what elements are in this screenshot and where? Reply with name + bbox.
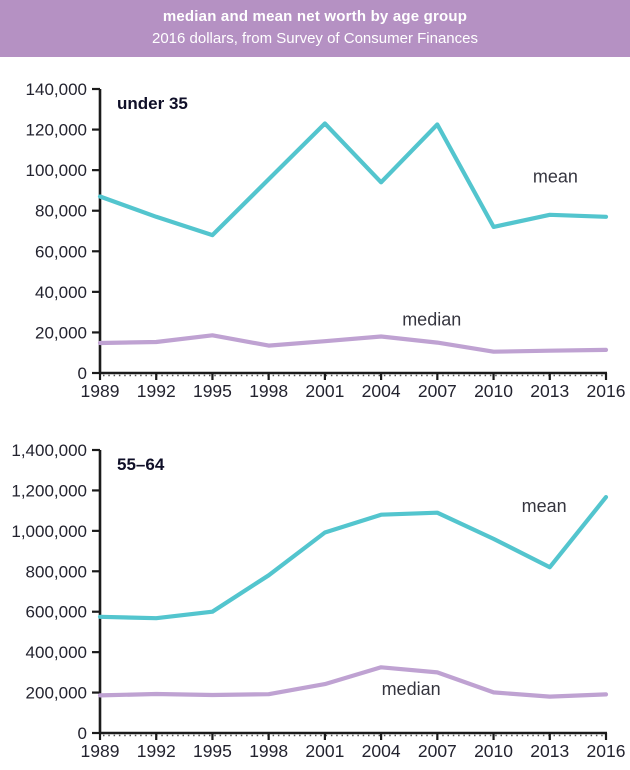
chart-55-64: 0 200,000 400,000 600,000 800,000 1,000,000 1,… [0,400,630,770]
under-35-plot: 0 20,000 40,000 60,000 80,000 100,000 120,000 1… [26,80,626,400]
svg-text:1995: 1995 [193,741,232,761]
svg-text:2001: 2001 [305,741,344,761]
svg-text:1995: 1995 [193,381,232,400]
svg-text:20,000: 20,000 [35,323,87,342]
svg-text:median: median [382,679,441,699]
chart-title: median and mean net worth by age group [162,8,468,25]
chart-under-35: 0 20,000 40,000 60,000 80,000 100,000 120,000 1… [0,57,630,400]
svg-text:1998: 1998 [249,741,288,761]
svg-text:2001: 2001 [305,381,344,400]
svg-text:1,000,000: 1,000,000 [11,522,87,541]
svg-text:2013: 2013 [530,381,569,400]
svg-text:0: 0 [78,724,87,743]
svg-text:2016: 2016 [587,741,626,761]
svg-text:1,400,000: 1,400,000 [11,441,87,460]
svg-text:2010: 2010 [474,381,513,400]
svg-text:0: 0 [78,364,87,383]
svg-text:2010: 2010 [474,741,513,761]
svg-text:mean: mean [522,496,567,516]
svg-text:2004: 2004 [362,741,401,761]
svg-text:2013: 2013 [530,741,569,761]
svg-text:1989: 1989 [81,741,120,761]
svg-text:2004: 2004 [362,381,401,400]
chart-subtitle: 2016 dollars, from Survey of Consumer Fi… [152,30,478,47]
svg-text:600,000: 600,000 [26,603,87,622]
svg-text:80,000: 80,000 [35,202,87,221]
svg-text:1,200,000: 1,200,000 [11,481,87,500]
svg-text:40,000: 40,000 [35,283,87,302]
chart-header: median and mean net worth by age group 2… [0,0,630,57]
svg-text:140,000: 140,000 [26,80,87,99]
svg-text:400,000: 400,000 [26,643,87,662]
svg-text:1992: 1992 [137,381,176,400]
svg-text:under 35: under 35 [117,94,188,113]
svg-text:100,000: 100,000 [26,161,87,180]
svg-text:1989: 1989 [81,381,120,400]
svg-text:1998: 1998 [249,381,288,400]
svg-text:2007: 2007 [418,381,457,400]
svg-text:1992: 1992 [137,741,176,761]
svg-text:60,000: 60,000 [35,242,87,261]
svg-text:800,000: 800,000 [26,562,87,581]
55-64-plot: 0 200,000 400,000 600,000 800,000 1,000,000 1,… [11,441,626,761]
svg-text:120,000: 120,000 [26,121,87,140]
svg-text:median: median [402,309,461,329]
svg-text:2016: 2016 [587,381,626,400]
svg-text:2007: 2007 [418,741,457,761]
svg-text:200,000: 200,000 [26,684,87,703]
svg-text:mean: mean [533,166,578,186]
svg-text:55–64: 55–64 [117,455,165,474]
